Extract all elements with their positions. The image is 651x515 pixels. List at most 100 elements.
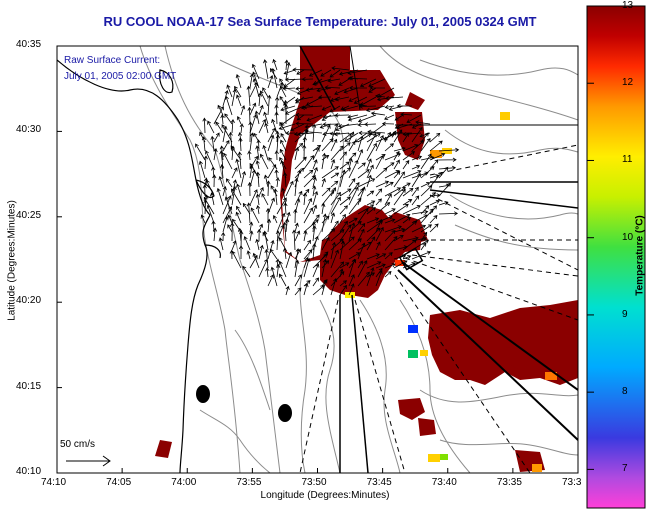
colorbar-tick-label: 11: [622, 154, 633, 166]
y-tick-label: 40:10: [16, 466, 42, 477]
current-arrow: [306, 114, 323, 122]
current-arrow: [420, 138, 431, 152]
current-arrow: [231, 186, 237, 206]
current-arrow: [348, 217, 358, 224]
current-arrow: [264, 122, 269, 134]
current-arrow: [222, 90, 229, 107]
current-arrow: [249, 255, 258, 269]
current-arrow: [280, 139, 287, 152]
current-arrow: [275, 230, 281, 251]
current-arrow: [321, 258, 328, 278]
current-arrow: [330, 212, 336, 224]
sst-warm-edges: [345, 112, 557, 472]
current-arrow: [322, 122, 341, 127]
current-arrow: [267, 164, 277, 179]
x-tick-label: 73:50: [301, 477, 327, 488]
current-arrow: [321, 154, 330, 161]
colorbar-tick-label: 7: [622, 463, 628, 475]
current-arrow: [296, 87, 314, 95]
current-arrow: [366, 164, 374, 179]
current-arrow: [411, 155, 423, 161]
current-arrow: [238, 137, 243, 152]
current-arrow: [312, 78, 332, 86]
current-arrow: [357, 208, 369, 224]
current-arrow: [274, 96, 280, 107]
current-arrow: [255, 204, 261, 215]
current-arrow: [312, 235, 319, 251]
current-arrow: [303, 282, 309, 296]
current-arrow: [249, 132, 255, 152]
current-arrow: [375, 226, 384, 242]
current-arrow: [236, 183, 242, 197]
current-arrow: [329, 105, 341, 113]
current-arrow: [222, 216, 229, 233]
current-arrow: [366, 236, 376, 251]
current-arrow: [295, 86, 305, 91]
current-arrow: [276, 197, 287, 215]
current-arrow: [237, 227, 243, 242]
current-arrow: [348, 178, 356, 188]
current-arrow: [420, 224, 433, 233]
current-arrow: [393, 150, 400, 161]
current-arrow: [272, 214, 278, 224]
current-arrow: [236, 116, 242, 125]
current-arrow: [357, 228, 365, 242]
current-arrow: [344, 132, 359, 142]
x-tick-label: 73:45: [366, 477, 392, 488]
current-arrow: [384, 143, 395, 152]
current-arrow: [312, 204, 318, 215]
current-arrow: [213, 148, 218, 161]
current-arrow: [292, 67, 314, 72]
current-arrow: [339, 240, 346, 260]
current-arrow: [375, 215, 393, 224]
current-arrow: [364, 122, 377, 127]
current-arrow: [256, 139, 261, 152]
current-arrow: [285, 180, 294, 197]
current-arrow: [411, 209, 429, 215]
current-arrow: [429, 215, 438, 224]
x-tick-label: 73:3: [562, 477, 582, 488]
x-tick-label: 73:40: [431, 477, 457, 488]
radar-radials: [299, 46, 578, 473]
current-arrow: [263, 174, 269, 188]
current-arrow: [279, 85, 287, 98]
current-arrow: [279, 156, 287, 170]
current-arrow: [343, 87, 359, 94]
current-arrow: [294, 259, 300, 278]
current-arrow: [303, 219, 319, 233]
current-arrow: [330, 138, 338, 152]
current-arrow: [339, 284, 347, 296]
current-arrow: [330, 196, 341, 215]
current-arrow: [375, 198, 382, 206]
current-arrow: [282, 172, 288, 188]
current-arrow: [271, 118, 278, 134]
current-arrow: [393, 235, 404, 242]
current-arrow: [383, 132, 395, 141]
current-arrow: [429, 205, 437, 215]
current-arrow: [400, 112, 413, 117]
current-arrow: [359, 78, 377, 88]
current-arrow: [249, 230, 254, 242]
current-arrow: [278, 123, 296, 131]
current-arrow: [278, 260, 287, 278]
current-arrow: [267, 134, 275, 152]
current-arrow: [283, 69, 296, 75]
current-arrow: [339, 188, 352, 197]
current-arrow: [240, 170, 247, 188]
current-arrow: [393, 260, 408, 269]
current-arrow: [338, 78, 350, 86]
current-arrow: [301, 77, 314, 82]
current-arrow: [213, 106, 224, 125]
current-arrow: [438, 211, 459, 216]
current-arrow: [210, 135, 215, 152]
y-tick-label: 40:35: [16, 39, 42, 50]
current-arrow: [357, 260, 363, 269]
current-arrow: [215, 121, 224, 134]
current-arrow: [348, 157, 353, 170]
current-arrow: [321, 202, 326, 215]
current-arrow: [348, 186, 359, 206]
current-arrow: [384, 229, 396, 242]
current-arrow: [411, 224, 427, 233]
current-arrow: [321, 114, 332, 121]
current-arrow: [438, 183, 450, 188]
